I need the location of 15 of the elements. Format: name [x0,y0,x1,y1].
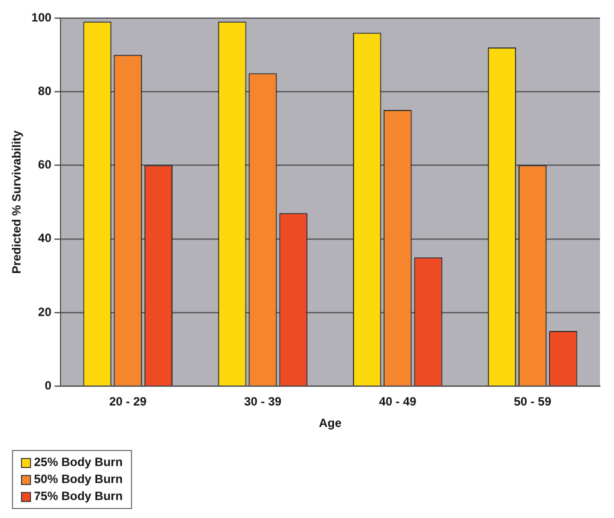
x-tick-label: 20 - 29 [109,394,147,409]
y-tick-label: 40 [38,231,52,246]
x-tick-label: 40 - 49 [378,394,417,409]
legend-label: 75% Body Burn [34,488,123,505]
y-tick-label: 0 [44,378,52,393]
y-tick-label: 20 [38,304,52,319]
x-tick-label: 50 - 59 [514,394,552,409]
legend-label: 50% Body Burn [34,471,123,488]
y-tick-label: 60 [38,158,52,172]
legend-label: 25% Body Burn [34,454,123,471]
x-tick-label: 30 - 39 [244,394,282,409]
y-tick-label: 100 [31,10,52,24]
x-axis-title: Age [318,416,342,430]
y-axis-title: Predicted % Survivability [10,130,24,274]
y-tick-label: 80 [38,84,52,98]
